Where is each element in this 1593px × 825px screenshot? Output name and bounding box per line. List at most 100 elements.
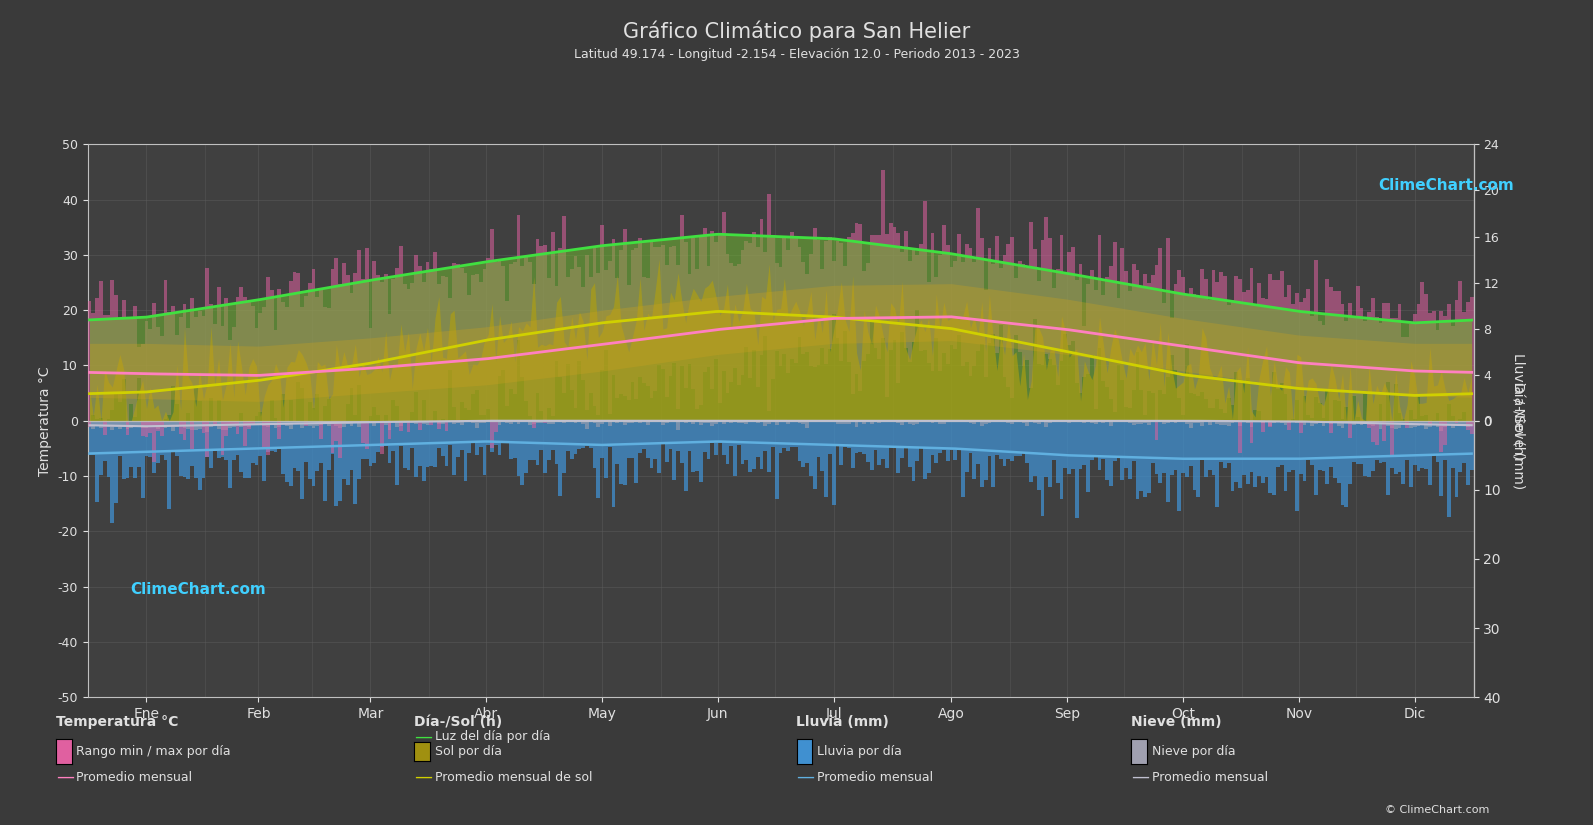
Bar	[763, 252, 768, 337]
Bar	[1397, 421, 1402, 472]
Bar	[900, 252, 903, 332]
Bar	[889, 421, 892, 422]
Bar	[1136, 421, 1139, 499]
Bar	[1322, 325, 1325, 418]
Bar	[159, 421, 164, 455]
Text: Promedio mensual: Promedio mensual	[1152, 771, 1268, 784]
Bar	[1125, 421, 1128, 422]
Bar	[707, 421, 710, 422]
Bar	[209, 304, 213, 398]
Bar	[1070, 421, 1075, 422]
Bar	[820, 421, 824, 422]
Bar	[1333, 421, 1337, 423]
Bar	[688, 421, 691, 451]
Bar	[801, 421, 804, 424]
Bar	[1314, 421, 1317, 424]
Bar	[1106, 421, 1109, 480]
Bar	[110, 280, 115, 410]
Bar	[609, 421, 612, 447]
Bar	[1306, 289, 1311, 415]
Bar	[1075, 421, 1078, 518]
Bar	[843, 266, 847, 331]
Bar	[104, 421, 107, 427]
Bar	[672, 421, 675, 480]
Bar	[362, 421, 365, 423]
Bar	[1067, 421, 1070, 422]
Bar	[110, 421, 115, 431]
Bar	[384, 421, 387, 446]
Bar	[104, 314, 107, 435]
Bar	[1204, 421, 1207, 422]
Bar	[551, 421, 554, 450]
Bar	[327, 421, 331, 426]
Bar	[376, 421, 381, 451]
Bar	[510, 421, 513, 424]
Bar	[296, 421, 299, 424]
Bar	[107, 421, 110, 477]
Bar	[1317, 421, 1322, 470]
Bar	[867, 421, 870, 462]
Bar	[430, 421, 433, 466]
Bar	[233, 328, 236, 424]
Bar	[354, 421, 357, 504]
Bar	[589, 421, 593, 448]
Bar	[546, 421, 551, 460]
Bar	[1010, 421, 1015, 461]
Bar	[661, 421, 664, 425]
Bar	[247, 302, 250, 428]
Bar	[1193, 294, 1196, 394]
Bar	[938, 421, 941, 424]
Bar	[1040, 421, 1045, 516]
Bar	[99, 421, 104, 475]
Bar	[1067, 252, 1070, 346]
Bar	[1094, 421, 1098, 456]
Bar	[1139, 421, 1144, 424]
Bar	[535, 421, 540, 464]
Bar	[683, 421, 688, 491]
Text: —: —	[56, 768, 73, 786]
Bar	[980, 421, 984, 488]
Bar	[680, 421, 683, 422]
Bar	[1204, 279, 1207, 399]
Bar	[911, 250, 916, 342]
Bar	[596, 421, 601, 498]
Bar	[593, 421, 596, 423]
Bar	[233, 421, 236, 427]
Bar	[175, 335, 178, 404]
Bar	[190, 421, 194, 466]
Bar	[456, 421, 460, 457]
Bar	[205, 268, 209, 457]
Bar	[444, 277, 448, 431]
Bar	[1048, 421, 1051, 423]
Bar	[239, 421, 244, 427]
Bar	[1454, 421, 1458, 497]
Bar	[840, 421, 843, 423]
Bar	[285, 421, 288, 426]
Bar	[1048, 238, 1051, 359]
Bar	[581, 287, 585, 380]
Bar	[331, 421, 335, 424]
Bar	[965, 421, 969, 472]
Bar	[266, 277, 269, 455]
Bar	[1158, 248, 1163, 390]
Bar	[502, 421, 505, 422]
Bar	[961, 421, 965, 497]
Bar	[1466, 421, 1470, 427]
Bar	[228, 421, 233, 488]
Text: Promedio mensual de sol: Promedio mensual de sol	[435, 771, 593, 784]
Bar	[984, 421, 988, 423]
Bar	[425, 421, 430, 467]
Bar	[718, 233, 722, 403]
Bar	[247, 421, 250, 478]
Bar	[167, 313, 170, 415]
Bar	[1440, 310, 1443, 452]
Bar	[178, 421, 183, 427]
Bar	[354, 421, 357, 422]
Bar	[1109, 421, 1114, 426]
Bar	[91, 421, 96, 429]
Bar	[593, 247, 596, 406]
Bar	[202, 316, 205, 432]
Bar	[1147, 421, 1150, 426]
Bar	[919, 244, 922, 351]
Bar	[1246, 421, 1249, 484]
